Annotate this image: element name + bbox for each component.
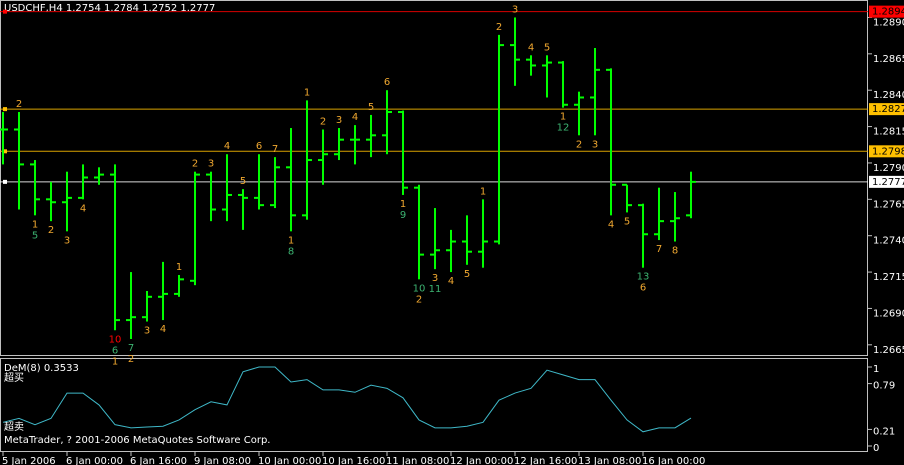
count-label: 1 xyxy=(288,235,294,246)
x-tick-label: 16 Jan 00:00 xyxy=(642,456,705,465)
price-level-label: 1.2798 xyxy=(872,146,904,157)
count-label: 3 xyxy=(336,115,342,126)
count-label: 4 xyxy=(528,42,534,53)
count-label: 2 xyxy=(128,354,134,365)
price-level-marker xyxy=(3,9,7,14)
count-label: 10 xyxy=(413,283,426,294)
count-label: 4 xyxy=(80,203,86,214)
price-level-marker xyxy=(3,149,7,154)
x-tick-label: 6 Jan 16:00 xyxy=(130,456,187,465)
overbought-label: 超买 xyxy=(4,371,24,384)
x-tick-label: 12 Jan 16:00 xyxy=(514,456,577,465)
count-label: 2 xyxy=(320,116,326,127)
y-tick-label: 1.2815 xyxy=(873,127,904,138)
count-label: 5 xyxy=(32,230,38,241)
count-label: 6 xyxy=(384,77,390,88)
x-tick-label: 13 Jan 08:00 xyxy=(578,456,641,465)
indicator-title: DeM(8) 0.3533 xyxy=(4,363,79,374)
y-tick-label: 1.2790 xyxy=(873,163,904,174)
price-level-marker xyxy=(3,179,7,184)
count-label: 1 xyxy=(176,262,182,273)
count-label: 1 xyxy=(400,199,406,210)
y-tick-label: 0.79 xyxy=(873,381,895,392)
count-label: 1 xyxy=(480,186,486,197)
x-tick-label: 11 Jan 08:00 xyxy=(386,456,449,465)
price-level-box xyxy=(869,145,904,158)
count-label: 7 xyxy=(656,244,662,255)
dem-line xyxy=(2,366,692,433)
count-label: 5 xyxy=(240,176,246,187)
count-label: 4 xyxy=(160,324,166,335)
count-label: 6 xyxy=(256,141,262,152)
price-level-marker xyxy=(3,107,7,112)
count-label: 7 xyxy=(272,144,278,155)
count-label: 1 xyxy=(304,87,310,98)
count-label: 3 xyxy=(512,4,518,15)
count-label: 6 xyxy=(112,345,118,356)
count-label: 1 xyxy=(112,356,118,367)
price-level-label: 1.2827 xyxy=(872,104,904,115)
count-label: 8 xyxy=(672,246,678,257)
count-label: 2 xyxy=(16,99,22,110)
count-label: 11 xyxy=(429,284,442,295)
count-label: 2 xyxy=(416,294,422,305)
count-label: 4 xyxy=(224,141,230,152)
count-label: 3 xyxy=(64,235,70,246)
price-level-label: 1.2777 xyxy=(872,177,904,188)
count-label: 7 xyxy=(128,343,134,354)
count-label: 3 xyxy=(592,139,598,150)
count-label: 5 xyxy=(464,269,470,280)
count-label: 4 xyxy=(352,112,358,123)
indicator-panel-border xyxy=(0,358,868,452)
count-label: 3 xyxy=(208,159,214,170)
count-label: 3 xyxy=(432,273,438,284)
count-label: 6 xyxy=(640,283,646,294)
price-level-box xyxy=(869,175,904,188)
count-label: 9 xyxy=(400,210,406,221)
price-level-box xyxy=(869,5,904,18)
y-tick-label: 1.2890 xyxy=(873,17,904,28)
count-label: 4 xyxy=(448,276,454,287)
y-tick-label: 1 xyxy=(873,364,879,375)
x-tick-label: 5 Jan 2006 xyxy=(2,456,56,465)
oversold-label: 超卖 xyxy=(4,420,24,433)
count-label: 1 xyxy=(560,112,566,123)
x-tick-label: 10 Jan 00:00 xyxy=(258,456,321,465)
count-label: 4 xyxy=(608,219,614,230)
count-label: 2 xyxy=(192,159,198,170)
count-label: 13 xyxy=(637,272,650,283)
x-tick-label: 10 Jan 16:00 xyxy=(322,456,385,465)
count-label: 8 xyxy=(288,246,294,257)
count-label: 5 xyxy=(624,216,630,227)
chart-title: USDCHF,H4 1.2754 1.2784 1.2752 1.2777 xyxy=(4,3,215,14)
x-tick-label: 12 Jan 00:00 xyxy=(450,456,513,465)
main-panel-border xyxy=(0,0,868,356)
price-level-box xyxy=(869,103,904,116)
x-tick-label: 9 Jan 08:00 xyxy=(194,456,251,465)
y-tick-label: 0.21 xyxy=(873,426,895,437)
count-label: 12 xyxy=(557,123,570,134)
count-label: 3 xyxy=(144,326,150,337)
y-tick-label: 0 xyxy=(873,443,879,454)
x-tick-label: 6 Jan 00:00 xyxy=(66,456,123,465)
y-tick-label: 1.2840 xyxy=(873,90,904,101)
y-tick-label: 1.2665 xyxy=(873,345,904,356)
count-label: 2 xyxy=(48,225,54,236)
y-tick-label: 1.2765 xyxy=(873,199,904,210)
y-tick-label: 1.2715 xyxy=(873,272,904,283)
price-level-label: 1.2894 xyxy=(872,7,904,18)
y-tick-label: 1.2865 xyxy=(873,54,904,65)
y-tick-label: 1.2690 xyxy=(873,308,904,319)
count-label: 2 xyxy=(576,139,582,150)
y-tick-label: 1.2740 xyxy=(873,236,904,247)
count-label: 5 xyxy=(544,42,550,53)
count-label: 5 xyxy=(368,102,374,113)
count-label: 10 xyxy=(109,334,122,345)
count-label: 1 xyxy=(32,219,38,230)
count-label: 2 xyxy=(496,22,502,33)
copyright: MetaTrader, ? 2001-2006 MetaQuotes Softw… xyxy=(4,435,270,446)
